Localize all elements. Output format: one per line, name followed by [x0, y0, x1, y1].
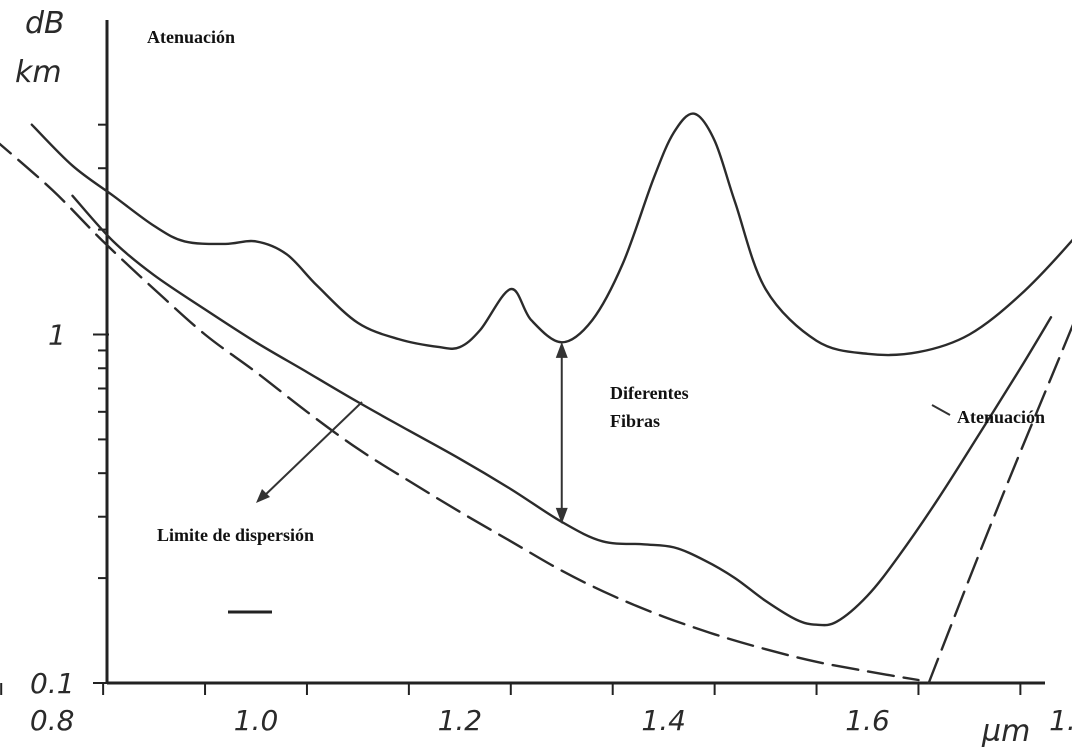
x-unit-label: µm [981, 714, 1030, 749]
dispersion-pointer-head [256, 489, 270, 503]
annotation-different-fibers-2: Fibras [610, 411, 660, 431]
x-tick-label: 1.6 [845, 704, 890, 737]
y-tick-label: 0.1 [30, 667, 75, 700]
x-tick-label: 1.0 [234, 704, 279, 737]
x-axis-tick-labels: 0.8 1.0 1.2 1.4 1.6 1.8 [30, 704, 1072, 737]
annotation-attenuation-right: Atenuación [957, 407, 1045, 427]
x-tick-label: 1.4 [641, 704, 686, 737]
series-line-1 [30, 112, 1072, 357]
annotation-dispersion-limit: Limite de dispersión [157, 525, 314, 545]
dispersion-pointer-line [261, 401, 363, 499]
double-arrow-top-head [555, 341, 568, 358]
x-axis-ticks [0, 683, 1022, 695]
annotation-different-fibers-1: Diferentes [610, 383, 689, 403]
x-tick-label: 1.8 [1049, 704, 1072, 737]
annotation-attenuation-top: Atenuación [147, 27, 235, 47]
attenuation-pointer-line [931, 404, 951, 416]
x-tick-label: 1.2 [438, 704, 483, 737]
y-unit-top: dB [25, 6, 65, 41]
y-tick-label: 1 [48, 319, 66, 352]
y-axis-tick-labels: 10.1 [30, 319, 75, 701]
x-tick-label: 0.8 [30, 704, 75, 737]
y-unit-bottom: km [15, 55, 62, 90]
series-group [0, 112, 1072, 685]
series-line-4-dashed [927, 323, 1072, 685]
series-line-2 [71, 194, 1053, 627]
double-arrow-bottom-head [555, 507, 568, 524]
series-line-3-dashed [0, 142, 920, 682]
